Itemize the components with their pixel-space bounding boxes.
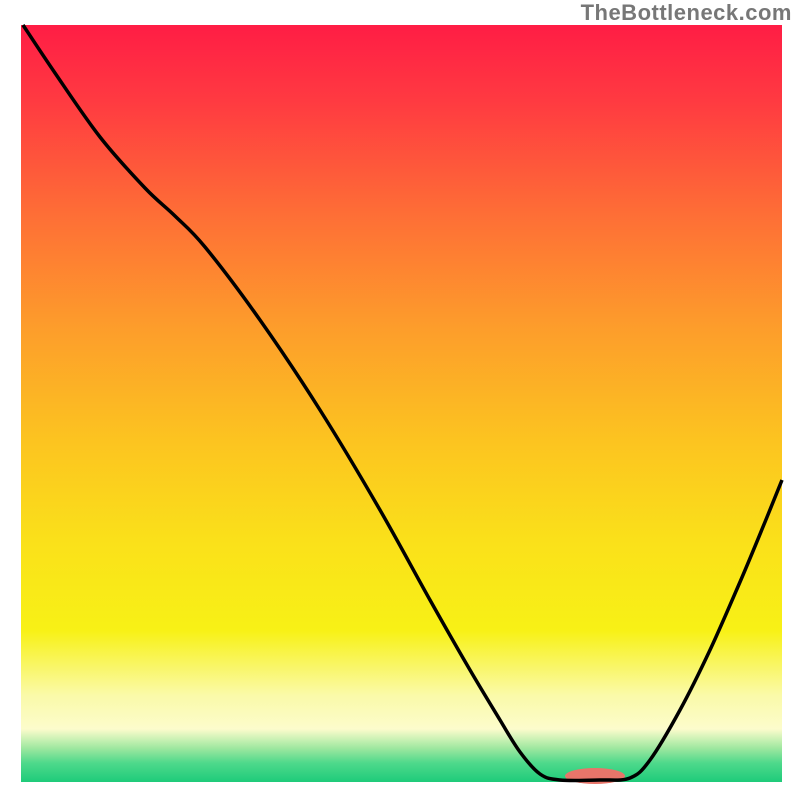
gradient-background xyxy=(21,25,782,782)
chart-container: TheBottleneck.com xyxy=(0,0,800,800)
watermark-text: TheBottleneck.com xyxy=(581,0,792,26)
bottleneck-plot xyxy=(0,0,800,800)
